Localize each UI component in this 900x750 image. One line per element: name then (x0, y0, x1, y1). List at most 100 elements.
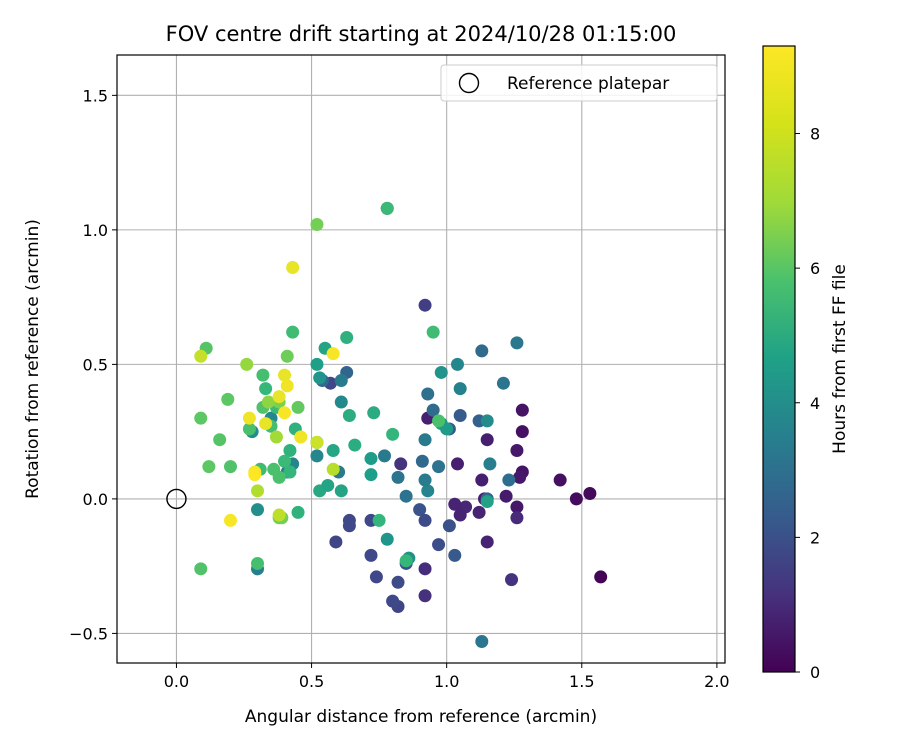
data-point (326, 347, 340, 361)
data-point (242, 411, 256, 425)
data-point (394, 457, 408, 471)
data-point (432, 460, 446, 474)
data-point (256, 368, 270, 382)
colorbar-ticks: 0 2 4 6 8 (795, 125, 820, 682)
data-point (248, 468, 262, 482)
colorbar-gradient (762, 45, 796, 673)
y-axis-label: Rotation from reference (arcmin) (23, 219, 43, 499)
y-tick-label: 1.0 (83, 221, 108, 240)
data-point (399, 489, 413, 503)
data-point (583, 487, 597, 501)
data-point (272, 390, 286, 404)
data-point (450, 357, 464, 371)
data-point (269, 430, 283, 444)
data-point (499, 489, 513, 503)
data-point (380, 532, 394, 546)
data-point (326, 443, 340, 457)
legend-entry-label: Reference platepar (507, 74, 669, 94)
data-point (310, 357, 324, 371)
x-tick-label: 0.5 (299, 672, 324, 691)
data-point (475, 344, 489, 358)
colorbar-tick-label: 8 (810, 125, 820, 144)
data-point (513, 470, 527, 484)
data-point (483, 457, 497, 471)
data-point (251, 503, 265, 517)
data-point (340, 330, 354, 344)
data-point (480, 414, 494, 428)
data-point (294, 430, 308, 444)
data-point (442, 519, 456, 533)
y-tick-label: 0.5 (83, 355, 108, 374)
data-point (194, 562, 208, 576)
data-point (453, 382, 467, 396)
data-point (440, 422, 454, 436)
data-point (291, 400, 305, 414)
data-point (432, 538, 446, 552)
data-point (251, 484, 265, 498)
data-point (242, 422, 256, 436)
data-point (502, 473, 516, 487)
data-point (496, 376, 510, 390)
data-point (240, 357, 254, 371)
data-point (251, 556, 265, 570)
data-point (413, 503, 427, 517)
x-axis-ticks: 0.0 0.5 1.0 1.5 2.0 (164, 663, 730, 691)
data-point (223, 460, 237, 474)
data-point (342, 408, 356, 422)
data-point (594, 570, 608, 584)
data-point (426, 403, 440, 417)
data-point (334, 484, 348, 498)
data-point (286, 261, 300, 275)
data-point (480, 433, 494, 447)
legend-reference-marker (458, 72, 480, 94)
data-point (223, 513, 237, 527)
data-point (259, 417, 273, 431)
data-point (391, 470, 405, 484)
data-point (399, 554, 413, 568)
data-point (480, 495, 494, 509)
data-point (453, 508, 467, 522)
data-point (369, 570, 383, 584)
data-point (272, 470, 286, 484)
data-point (283, 443, 297, 457)
plot-frame (116, 54, 726, 664)
x-tick-label: 2.0 (704, 672, 729, 691)
data-point (475, 473, 489, 487)
legend-box (440, 64, 718, 102)
data-point (434, 365, 448, 379)
data-point (259, 382, 273, 396)
data-point (415, 454, 429, 468)
data-point (418, 513, 432, 527)
data-point (310, 449, 324, 463)
data-point (386, 594, 400, 608)
data-point (272, 508, 286, 522)
data-point (510, 500, 524, 514)
x-tick-label: 1.0 (434, 672, 459, 691)
reference-platepar-marker (166, 488, 187, 510)
data-point (418, 562, 432, 576)
x-axis-label: Angular distance from reference (arcmin) (245, 707, 597, 727)
data-point (310, 435, 324, 449)
x-tick-label: 1.5 (569, 672, 594, 691)
colorbar-label: Hours from first FF file (830, 264, 850, 454)
data-point (448, 497, 462, 511)
data-point (342, 519, 356, 533)
data-point (334, 374, 348, 388)
data-point (372, 513, 386, 527)
data-point (448, 548, 462, 562)
data-point (278, 406, 292, 420)
data-point (418, 589, 432, 603)
data-point (194, 349, 208, 363)
colorbar-tick-label: 2 (810, 528, 820, 547)
data-point (472, 505, 486, 519)
colorbar-tick-label: 4 (810, 394, 820, 413)
data-point (418, 473, 432, 487)
data-point (515, 425, 529, 439)
data-point (505, 573, 519, 587)
data-point (386, 427, 400, 441)
x-tick-label: 0.0 (164, 672, 189, 691)
data-point (426, 325, 440, 339)
data-point (418, 433, 432, 447)
data-point (310, 217, 324, 231)
data-point (569, 492, 583, 506)
